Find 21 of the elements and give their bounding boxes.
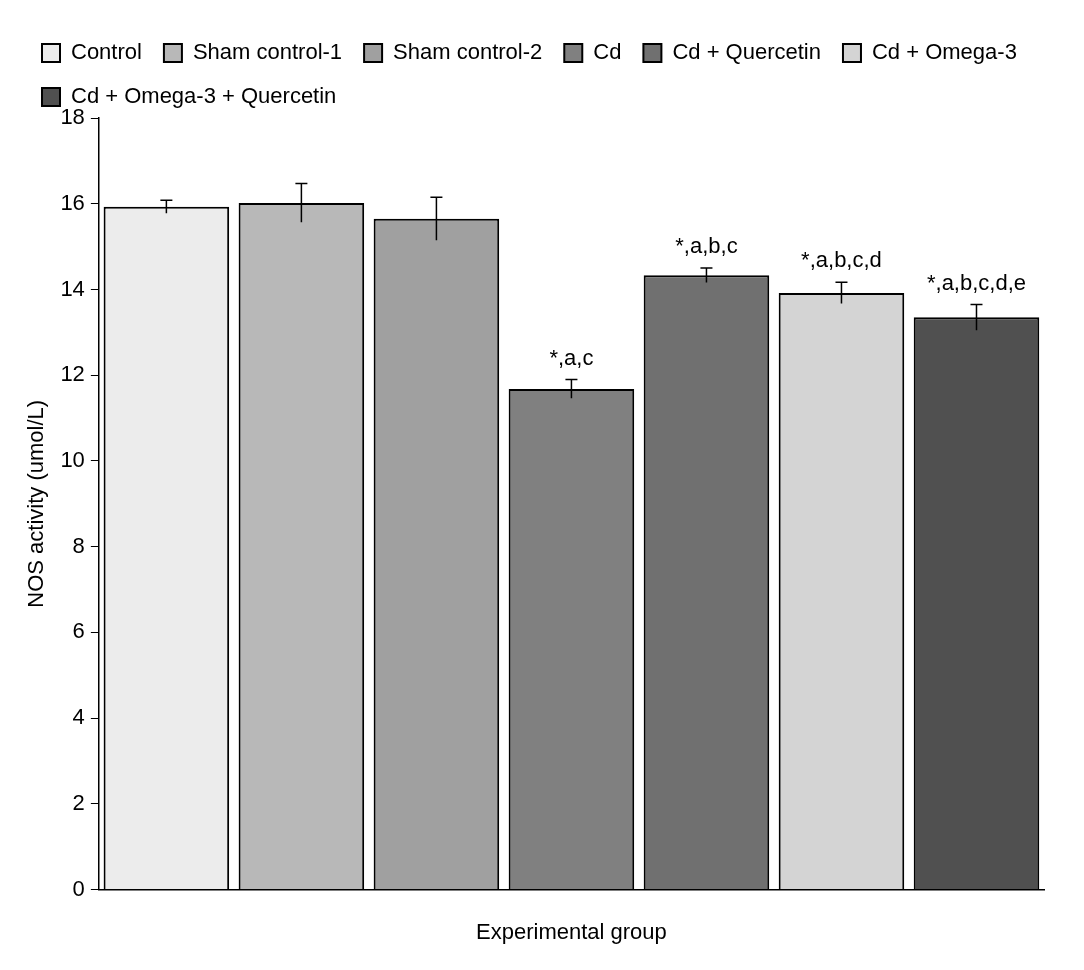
- y-tick-label: 12: [60, 361, 85, 387]
- y-tick-label: 2: [72, 789, 85, 815]
- y-tick-label: 14: [60, 275, 85, 301]
- legend-label: Sham control-2: [393, 39, 543, 65]
- legend-label: Cd + Omega-3: [871, 39, 1017, 65]
- y-tick-label: 0: [72, 875, 85, 901]
- data-label: *,a,c: [549, 344, 594, 370]
- y-axis-title: NOS activity (umol/L): [23, 399, 49, 608]
- legend-label: Cd + Quercetin: [672, 39, 821, 65]
- data-label: *,a,b,c: [675, 233, 738, 259]
- legend-label: Sham control-1: [192, 39, 343, 65]
- y-tick-label: 8: [72, 532, 85, 558]
- x-axis-title: Experimental group: [476, 918, 667, 944]
- data-label: *,a,b,c,d,e: [926, 269, 1027, 295]
- legend-label: Control: [71, 39, 142, 65]
- y-tick-label: 4: [72, 704, 85, 730]
- y-tick-label: 16: [60, 189, 85, 215]
- y-tick-label: 6: [72, 618, 85, 644]
- data-label: *,a,b,c,d: [801, 247, 882, 273]
- y-tick-label: 10: [60, 447, 85, 472]
- legend-label: Cd: [593, 39, 622, 65]
